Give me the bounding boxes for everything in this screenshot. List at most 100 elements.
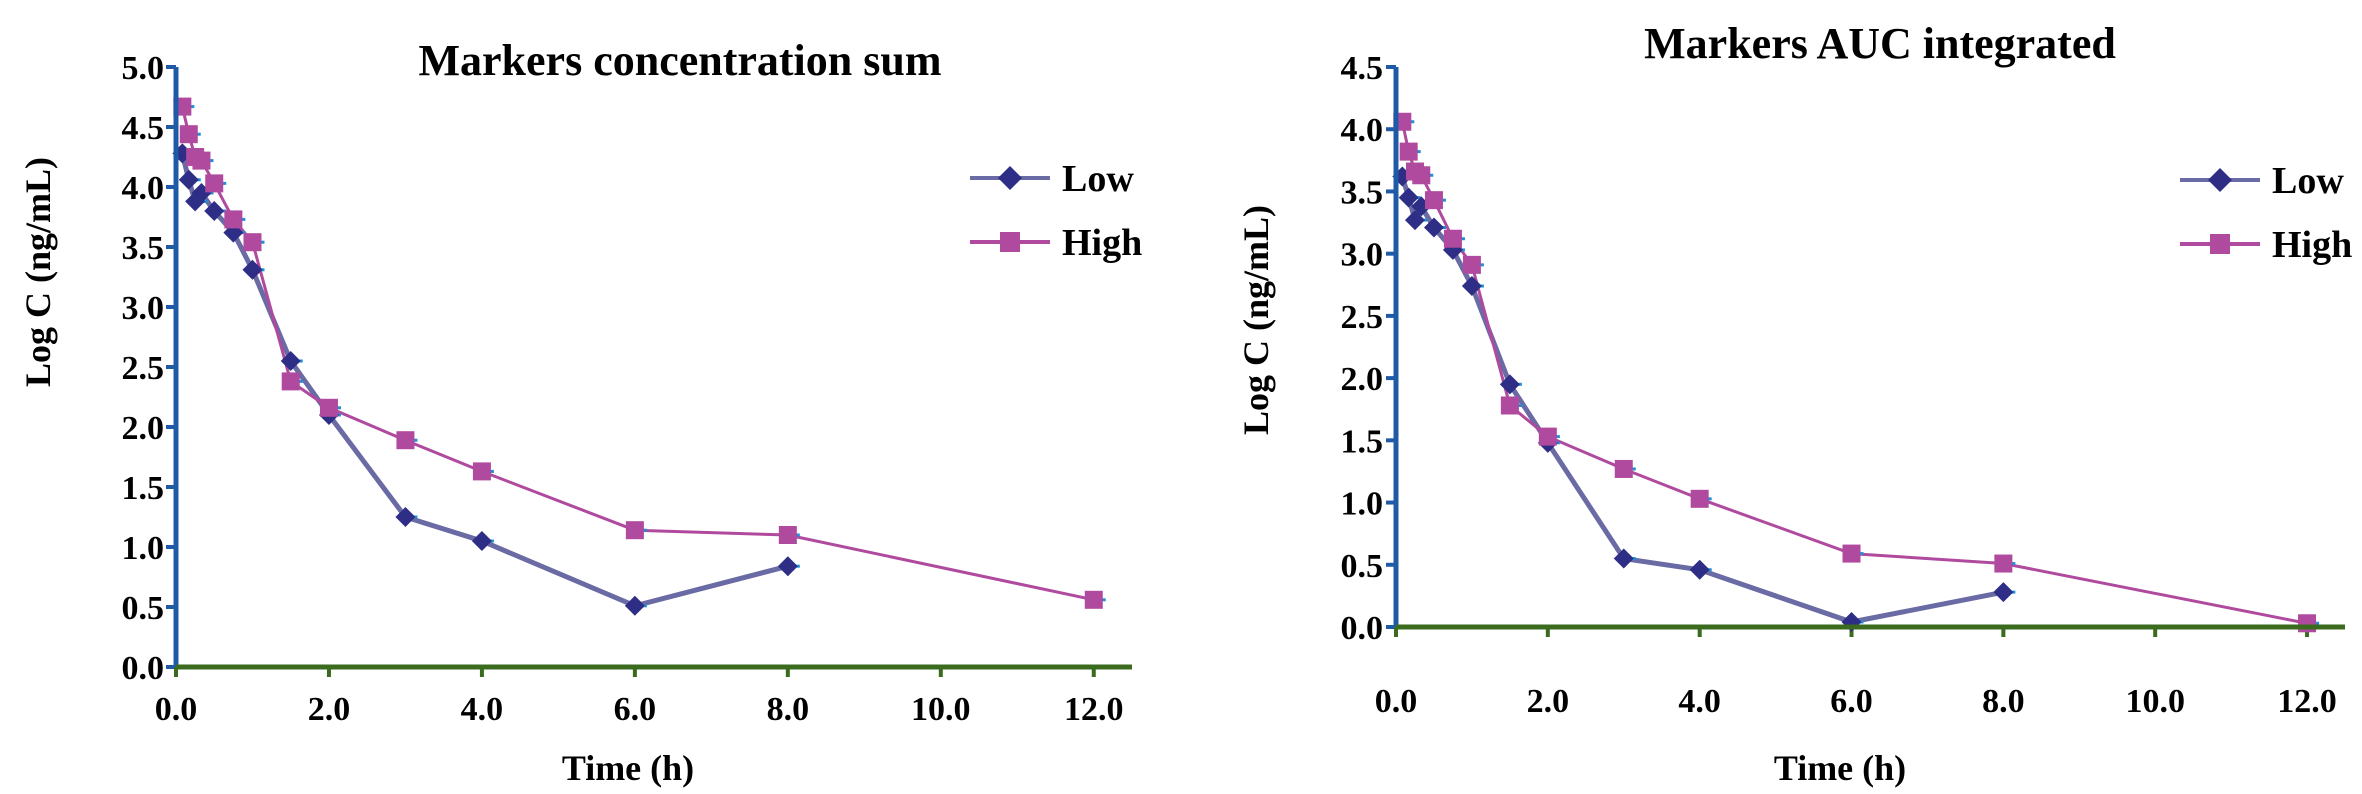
- y-tick-label: 4.5: [122, 110, 165, 147]
- x-tick-label: 4.0: [1678, 683, 1721, 720]
- y-tick-label: 0.0: [1341, 610, 1384, 647]
- y-tick-label: 5.0: [122, 50, 165, 87]
- data-point-high: [205, 174, 224, 193]
- legend-marker-low: [2208, 168, 2232, 192]
- x-tick-label: 4.0: [461, 691, 504, 728]
- y-axis-label: Log C (ng/mL): [18, 157, 58, 387]
- legend-label-low: Low: [1062, 158, 1134, 200]
- data-point-high: [319, 398, 338, 417]
- y-tick-label: 2.0: [122, 410, 165, 447]
- chart-title: Markers concentration sum: [418, 36, 941, 85]
- x-tick-label: 0.0: [1375, 683, 1418, 720]
- y-ticks: 0.0 0.5 1.0 1.5 2.0 2.5 3.0 3.5 4.0 4.5 5.0: [122, 50, 176, 687]
- data-point-low: [280, 351, 301, 371]
- x-tick-label: 2.0: [308, 691, 351, 728]
- data-point-low: [777, 556, 798, 577]
- x-tick-label: 6.0: [614, 691, 657, 728]
- data-point-high: [179, 125, 198, 144]
- y-axis-label: Log C (ng/mL): [1236, 205, 1276, 435]
- y-tick-label: 1.0: [1341, 486, 1384, 523]
- data-point-low: [1689, 559, 1710, 580]
- chart-title: Markers AUC integrated: [1644, 19, 2116, 68]
- data-point-high: [396, 431, 415, 450]
- data-point-high: [778, 526, 797, 544]
- data-point-high: [1614, 459, 1633, 478]
- x-tick-label: 0.0: [155, 691, 198, 728]
- data-point-high: [1084, 590, 1103, 609]
- x-tick-label: 8.0: [767, 691, 810, 728]
- data-point-high: [1399, 142, 1418, 161]
- data-point-high: [1538, 427, 1557, 446]
- y-tick-label: 4.0: [1341, 112, 1384, 149]
- y-tick-label: 1.5: [122, 470, 165, 507]
- data-point-high: [625, 521, 644, 540]
- x-ticks: 0.0 2.0 4.0 6.0 8.0 10.0 12.0: [155, 667, 1124, 728]
- y-tick-label: 1.0: [122, 530, 165, 567]
- y-tick-label: 2.5: [1341, 299, 1384, 336]
- data-point-high: [1424, 191, 1443, 210]
- y-tick-label: 1.5: [1341, 423, 1384, 460]
- data-point-high: [1500, 396, 1519, 415]
- y-tick-label: 3.5: [122, 230, 165, 267]
- data-point-low: [1398, 187, 1419, 208]
- x-tick-label: 12.0: [2277, 683, 2337, 720]
- legend-marker-low: [998, 166, 1022, 190]
- data-point-high: [1412, 166, 1431, 185]
- chart-concentration-sum: Markers concentration sum Log C (ng/mL) …: [18, 36, 1142, 788]
- x-ticks: 0.0 2.0 4.0 6.0 8.0 10.0 12.0: [1375, 627, 2337, 720]
- x-axis-label: Time (h): [562, 748, 694, 788]
- y-tick-label: 0.0: [122, 650, 165, 687]
- y-tick-label: 4.0: [122, 170, 165, 207]
- legend-label-low: Low: [2272, 160, 2344, 202]
- x-axis-label: Time (h): [1774, 748, 1906, 788]
- y-tick-label: 2.0: [1341, 361, 1384, 398]
- data-point-low: [471, 531, 492, 551]
- plot-area: [172, 97, 1106, 616]
- data-point-high: [1462, 255, 1481, 274]
- data-point-low: [204, 201, 225, 221]
- data-point-high: [1994, 554, 2013, 573]
- legend: Low High: [2180, 160, 2352, 266]
- data-point-high: [192, 151, 211, 170]
- x-tick-label: 10.0: [911, 691, 971, 728]
- data-point-high: [1690, 489, 1709, 508]
- y-tick-label: 0.5: [1341, 548, 1384, 585]
- legend-marker-high: [1000, 232, 1020, 252]
- y-tick-label: 4.5: [1341, 50, 1384, 87]
- y-tick-label: 3.0: [122, 290, 165, 327]
- y-tick-label: 3.5: [1341, 174, 1384, 211]
- data-point-low: [1461, 276, 1482, 297]
- legend: Low High: [970, 158, 1142, 264]
- data-point-low: [242, 259, 263, 280]
- data-point-low: [624, 595, 645, 616]
- y-tick-label: 0.5: [122, 590, 165, 627]
- x-tick-label: 6.0: [1830, 683, 1873, 720]
- data-point-low: [1499, 374, 1520, 395]
- y-tick-label: 2.5: [122, 350, 165, 387]
- data-point-low: [1613, 548, 1634, 569]
- series-line-low: [1399, 175, 2004, 625]
- x-tick-label: 12.0: [1064, 691, 1124, 728]
- x-tick-label: 8.0: [1982, 683, 2025, 720]
- data-point-high: [243, 233, 262, 252]
- data-point-low: [178, 169, 199, 190]
- data-point-high: [281, 372, 300, 391]
- data-point-low: [395, 507, 416, 527]
- data-point-high: [472, 462, 491, 481]
- y-ticks: 0.0 0.5 1.0 1.5 2.0 2.5 3.0 3.5 4.0 4.5: [1341, 50, 1396, 647]
- legend-label-high: High: [2272, 224, 2352, 266]
- data-point-high: [224, 210, 243, 229]
- x-tick-label: 10.0: [2125, 683, 2185, 720]
- data-point-high: [2298, 614, 2317, 633]
- y-tick-label: 3.0: [1341, 237, 1384, 274]
- legend-label-high: High: [1062, 222, 1142, 264]
- x-tick-label: 2.0: [1527, 683, 1570, 720]
- data-point-low: [1423, 217, 1444, 238]
- legend-marker-high: [2210, 234, 2230, 254]
- data-point-low: [1993, 582, 2014, 603]
- data-point-high: [1443, 229, 1462, 248]
- data-point-high: [1842, 544, 1861, 563]
- chart-auc-integrated: Markers AUC integrated Log C (ng/mL) Tim…: [1236, 19, 2352, 788]
- plot-area: [1392, 112, 2320, 633]
